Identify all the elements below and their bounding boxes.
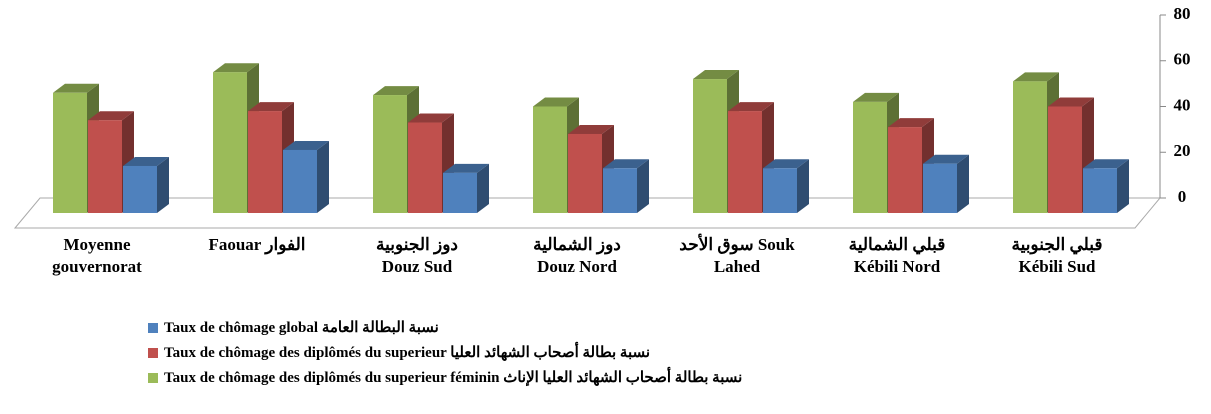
bar-top (88, 111, 134, 121)
bar-top (568, 124, 614, 134)
x-tick-label: قبلي الشمالية Kébili Nord (848, 235, 946, 276)
legend-swatch (148, 322, 158, 333)
bar-side (317, 140, 329, 213)
bar-top (1013, 72, 1059, 82)
legend-label: Taux de chômage des diplômés du superieu… (164, 345, 651, 361)
bar-front (283, 149, 317, 213)
bar-front (213, 72, 247, 213)
bar-side (957, 154, 969, 213)
y-tick-label: 60 (1174, 50, 1191, 69)
x-tick-label: دوز الشمالية Douz Nord (533, 235, 621, 276)
bar-top (888, 118, 934, 128)
bar-front (603, 168, 637, 213)
bar-front (373, 95, 407, 213)
bar-front (88, 120, 122, 213)
legend-item: Taux de chômage des diplômés du superieu… (148, 343, 650, 362)
bar-top (123, 156, 169, 166)
bar (283, 140, 329, 213)
bar-front (1013, 81, 1047, 214)
bar-top (283, 140, 329, 150)
bar-top (213, 63, 259, 73)
bar-front (443, 172, 477, 213)
bar-side (477, 163, 489, 213)
bar-front (923, 163, 957, 213)
bar-side (797, 159, 809, 213)
bar-front (853, 101, 887, 213)
bar-top (53, 83, 99, 93)
x-tick-label: دوز الجنوبية Douz Sud (375, 235, 458, 276)
y-tick-label: 40 (1174, 95, 1191, 114)
x-tick-label: قبلي الجنوبية Kébili Sud (1011, 235, 1103, 276)
bar-top (853, 92, 899, 102)
legend-swatch (148, 372, 158, 383)
bar (763, 159, 809, 213)
y-tick-label: 20 (1174, 141, 1191, 160)
bar-top (533, 97, 579, 107)
bar (1083, 159, 1129, 213)
bar-front (248, 111, 282, 213)
bar-front (1048, 106, 1082, 213)
bar-top (693, 70, 739, 80)
y-tick-label: 0 (1178, 187, 1187, 206)
bar-top (248, 102, 294, 112)
bar-front (763, 168, 797, 213)
bar-side (637, 159, 649, 213)
bar-top (603, 159, 649, 169)
bar-front (728, 111, 762, 213)
bar-front (533, 106, 567, 213)
bar-top (1048, 97, 1094, 107)
bar-side (157, 156, 169, 213)
bar (443, 163, 489, 213)
bar-front (693, 79, 727, 213)
legend-item: Taux de chômage global نسبة البطالة العا… (148, 318, 439, 337)
bar-top (408, 113, 454, 123)
legend-item: Taux de chômage des diplômés du superieu… (148, 368, 742, 387)
legend-label: Taux de chômage global نسبة البطالة العا… (164, 320, 439, 336)
bar-top (1083, 159, 1129, 169)
bar-top (373, 86, 419, 96)
bar (923, 154, 969, 213)
bar-side (1117, 159, 1129, 213)
bar-front (123, 165, 157, 213)
bar (603, 159, 649, 213)
bar-front (53, 92, 87, 213)
bar-top (923, 154, 969, 164)
bar-top (443, 163, 489, 173)
bar (123, 156, 169, 213)
x-tick-label: سوق الأحد Souk Lahed (679, 235, 795, 276)
bar-front (568, 133, 602, 213)
bar-top (728, 102, 774, 112)
bar-front (888, 127, 922, 213)
bar-front (1083, 168, 1117, 213)
legend-label: Taux de chômage des diplômés du superieu… (164, 370, 743, 386)
x-tick-label: Faouar الفوار (208, 235, 306, 254)
bar-top (763, 159, 809, 169)
legend-swatch (148, 347, 158, 358)
y-tick-label: 80 (1174, 4, 1191, 23)
bar-front (408, 122, 442, 213)
x-tick-label: Moyenne gouvernorat (52, 235, 142, 276)
